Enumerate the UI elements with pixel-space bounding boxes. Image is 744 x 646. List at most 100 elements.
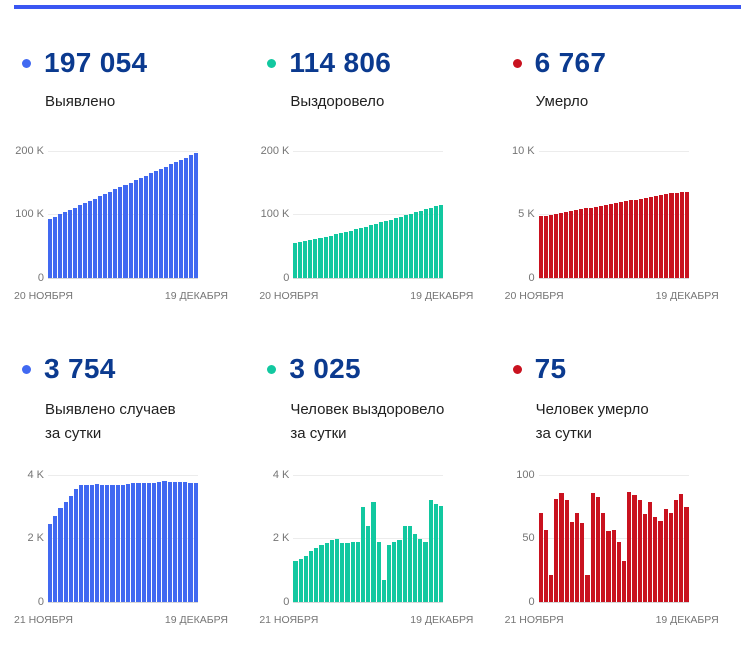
bar[interactable] <box>388 219 393 278</box>
bar[interactable] <box>376 541 381 602</box>
bar[interactable] <box>350 541 355 602</box>
bar[interactable] <box>649 196 654 278</box>
bar[interactable] <box>93 198 98 278</box>
bar[interactable] <box>83 203 88 278</box>
bar[interactable] <box>318 238 323 278</box>
bar[interactable] <box>152 482 157 602</box>
bar[interactable] <box>178 159 183 278</box>
bar[interactable] <box>108 191 113 278</box>
bar[interactable] <box>173 162 178 278</box>
bar[interactable] <box>429 207 434 278</box>
bar[interactable] <box>333 234 338 278</box>
bar[interactable] <box>594 206 599 278</box>
bar[interactable] <box>58 214 63 278</box>
bar[interactable] <box>588 207 593 278</box>
bar[interactable] <box>543 529 549 602</box>
bar[interactable] <box>131 483 136 602</box>
bar[interactable] <box>157 482 162 602</box>
bar[interactable] <box>308 240 313 278</box>
bar[interactable] <box>637 500 642 602</box>
bar[interactable] <box>373 223 378 278</box>
bar[interactable] <box>573 210 578 278</box>
bar[interactable] <box>606 530 611 602</box>
bar[interactable] <box>343 231 348 278</box>
bar[interactable] <box>74 489 79 602</box>
bar[interactable] <box>621 561 627 602</box>
bar[interactable] <box>549 575 554 602</box>
bar[interactable] <box>647 501 653 602</box>
bar[interactable] <box>564 500 569 602</box>
bar[interactable] <box>58 508 63 602</box>
bar[interactable] <box>183 482 188 602</box>
bar[interactable] <box>434 206 439 278</box>
bar[interactable] <box>88 200 93 278</box>
bar[interactable] <box>366 525 371 602</box>
bar[interactable] <box>558 212 563 278</box>
bar[interactable] <box>118 187 123 278</box>
bar[interactable] <box>188 155 193 278</box>
bar[interactable] <box>123 184 128 278</box>
bar[interactable] <box>611 529 616 602</box>
bar[interactable] <box>679 494 684 602</box>
bar[interactable] <box>78 205 83 278</box>
bar[interactable] <box>424 209 429 278</box>
bar[interactable] <box>313 239 318 278</box>
bar[interactable] <box>293 560 298 602</box>
bar[interactable] <box>63 502 68 602</box>
bar[interactable] <box>595 496 601 602</box>
bar[interactable] <box>599 205 604 278</box>
bar[interactable] <box>381 579 386 602</box>
bar[interactable] <box>580 523 585 602</box>
bar[interactable] <box>128 182 133 278</box>
bar[interactable] <box>148 173 153 278</box>
bar[interactable] <box>634 199 639 278</box>
bar[interactable] <box>293 242 298 278</box>
bar[interactable] <box>193 482 198 602</box>
bar[interactable] <box>120 484 126 602</box>
bar[interactable] <box>414 212 419 278</box>
bar[interactable] <box>153 171 158 278</box>
bar[interactable] <box>188 482 193 602</box>
bar[interactable] <box>68 495 74 602</box>
bar[interactable] <box>664 194 669 278</box>
bar[interactable] <box>298 241 303 278</box>
bar[interactable] <box>553 213 558 278</box>
bar[interactable] <box>348 230 353 278</box>
bar[interactable] <box>105 484 110 602</box>
bar[interactable] <box>684 506 689 602</box>
bar[interactable] <box>642 514 647 602</box>
bar[interactable] <box>659 195 664 278</box>
bar[interactable] <box>113 189 118 278</box>
bar[interactable] <box>183 157 188 278</box>
bar[interactable] <box>340 543 345 602</box>
bar[interactable] <box>126 483 131 602</box>
bar[interactable] <box>393 218 398 278</box>
bar[interactable] <box>146 483 152 602</box>
bar[interactable] <box>433 503 439 602</box>
bar[interactable] <box>632 495 637 602</box>
bar[interactable] <box>604 204 609 278</box>
bar[interactable] <box>554 499 559 602</box>
bar[interactable] <box>644 197 649 278</box>
bar[interactable] <box>84 484 89 602</box>
bar[interactable] <box>619 202 624 278</box>
bar[interactable] <box>138 178 143 278</box>
bar[interactable] <box>583 208 588 278</box>
bar[interactable] <box>178 482 183 602</box>
bar[interactable] <box>110 485 115 602</box>
bar[interactable] <box>627 491 632 602</box>
bar[interactable] <box>614 203 619 278</box>
bar[interactable] <box>79 485 84 602</box>
bar[interactable] <box>428 500 433 602</box>
bar[interactable] <box>100 484 105 602</box>
bar[interactable] <box>68 209 73 278</box>
bar[interactable] <box>538 216 543 278</box>
bar[interactable] <box>141 482 146 602</box>
bar[interactable] <box>371 502 376 602</box>
bar[interactable] <box>402 525 407 602</box>
bar[interactable] <box>679 192 684 278</box>
bar[interactable] <box>578 209 583 278</box>
bar[interactable] <box>409 213 414 278</box>
bar[interactable] <box>193 152 198 278</box>
bar[interactable] <box>358 227 363 278</box>
